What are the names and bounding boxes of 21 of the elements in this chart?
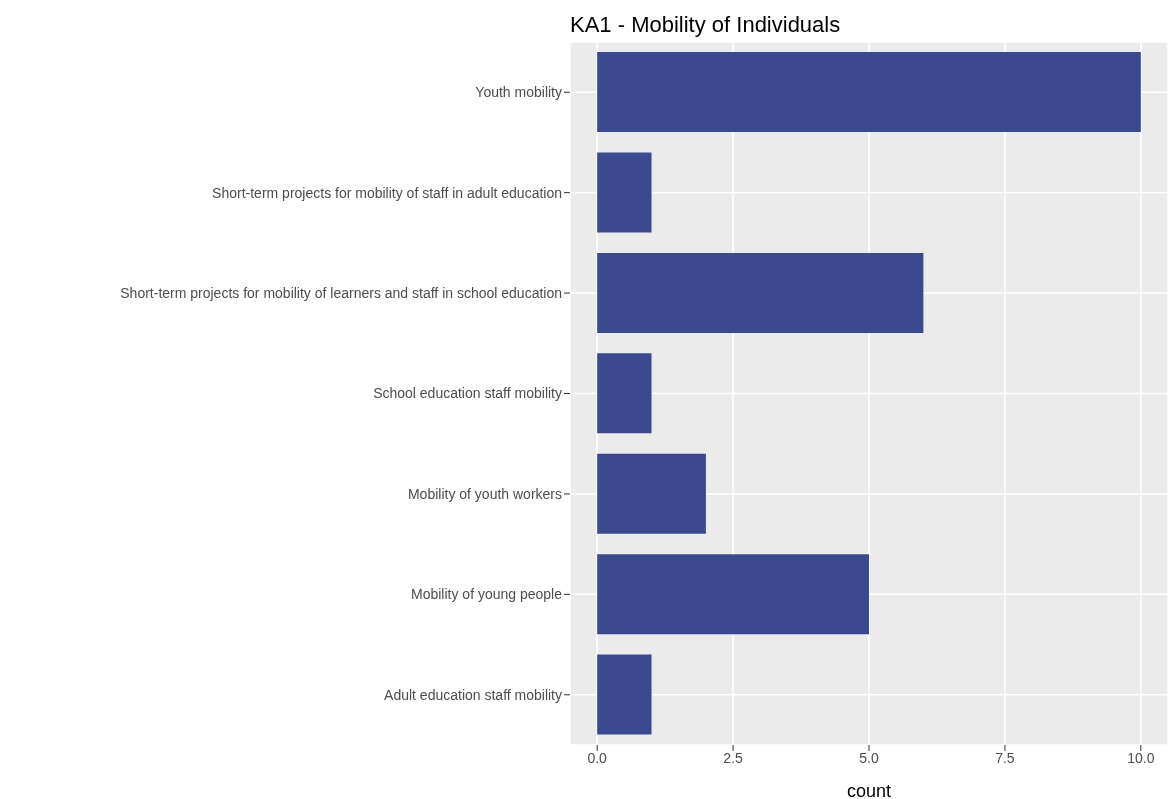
bar	[597, 152, 652, 233]
bar	[597, 52, 1141, 133]
bar	[597, 353, 652, 434]
x-axis-title: count	[846, 781, 892, 799]
y-tick-label: Adult education staff mobility	[384, 686, 562, 703]
y-tick-label: Short-term projects for mobility of staff in adult education	[212, 184, 562, 201]
x-tick-label: 7.5	[995, 749, 1015, 766]
x-tick-label: 2.5	[723, 749, 744, 766]
x-tick-label: 10.0	[1127, 749, 1155, 766]
x-tick-label: 5.0	[859, 749, 879, 766]
y-tick-label: School education staff mobility	[373, 385, 562, 402]
bar	[597, 252, 924, 333]
bar	[597, 654, 652, 735]
bar	[597, 453, 706, 534]
y-tick-label: Short-term projects for mobility of learners and staff in school education	[120, 285, 562, 302]
y-tick-label: Mobility of youth workers	[407, 485, 562, 502]
y-tick-label: Mobility of young people	[411, 586, 563, 603]
chart-title: KA1 - Mobility of Individuals	[570, 11, 842, 39]
bar	[597, 554, 869, 635]
x-tick-label: 0.0	[587, 749, 608, 766]
y-tick-label: Youth mobility	[475, 84, 562, 101]
